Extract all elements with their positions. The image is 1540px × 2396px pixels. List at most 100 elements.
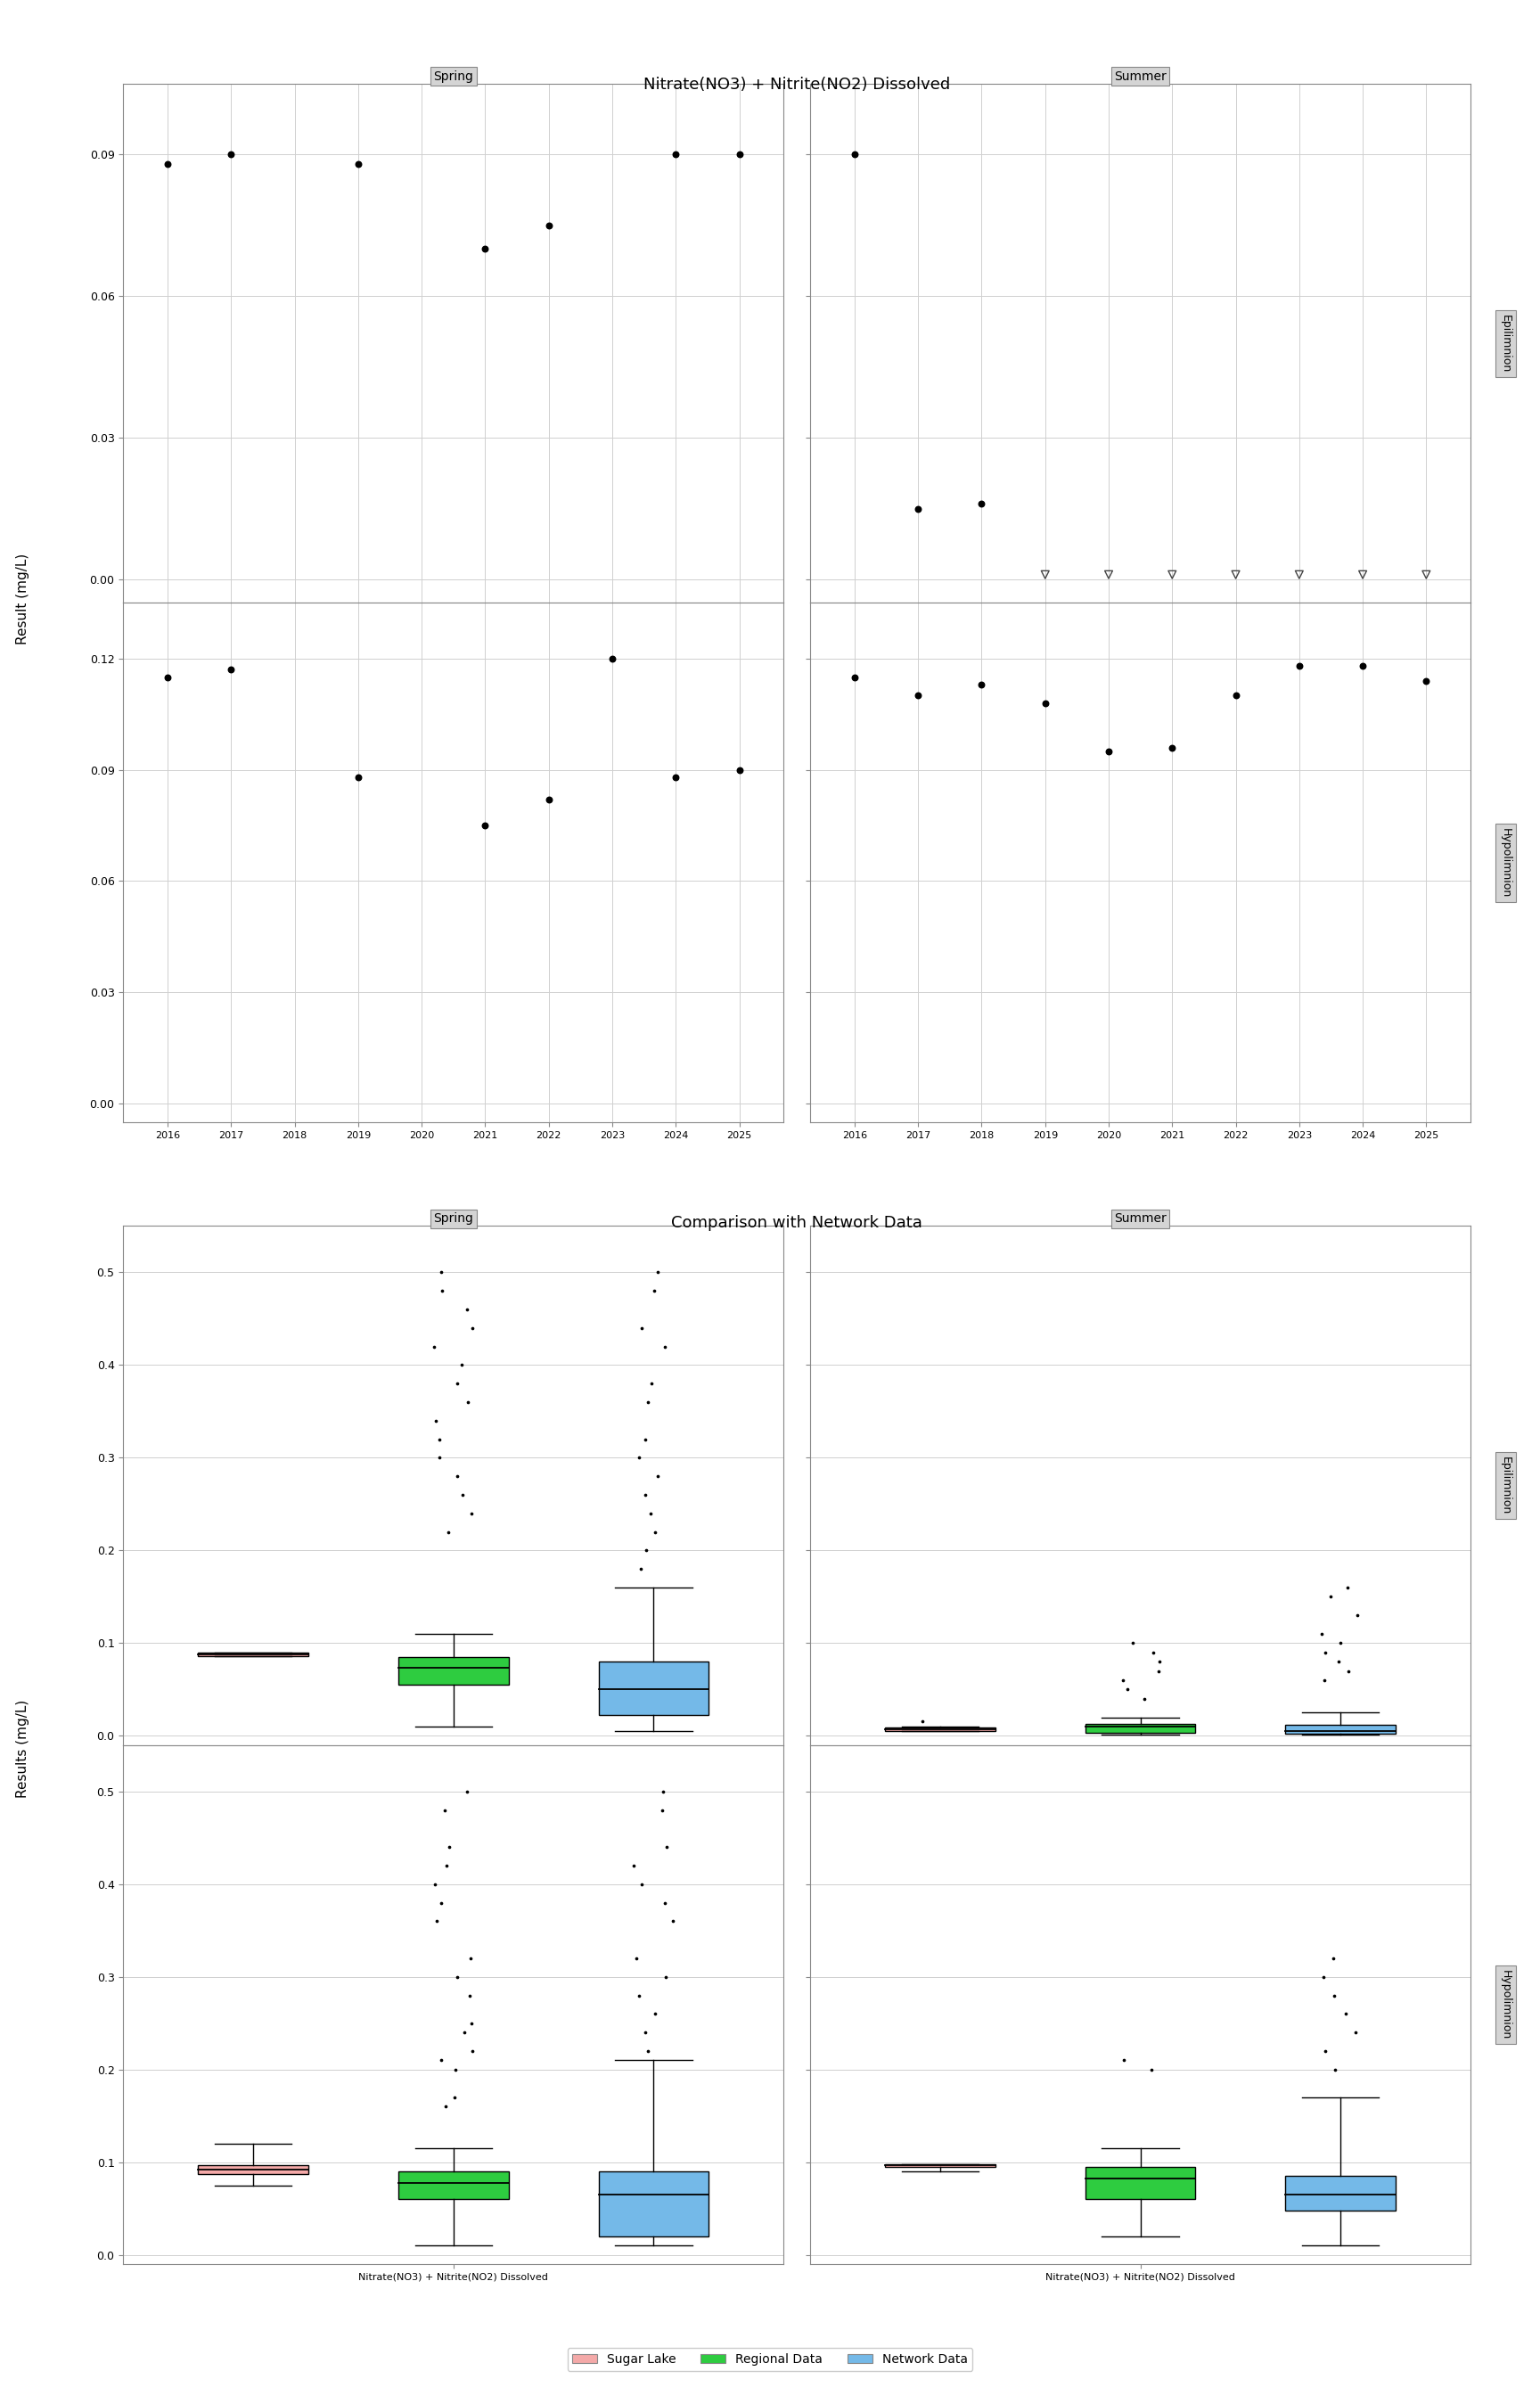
Point: [424, 1864, 448, 1902]
Point: [1334, 1996, 1358, 2034]
Point: [454, 1773, 479, 1811]
Bar: [885, 1728, 995, 1732]
Title: Spring: Spring: [433, 69, 473, 84]
Point: [1351, 556, 1375, 594]
Point: [1160, 728, 1184, 767]
Text: Epilimnion: Epilimnion: [1500, 314, 1511, 371]
Bar: [885, 2164, 995, 2166]
Point: [639, 1363, 664, 1402]
Point: [1321, 1938, 1346, 1977]
Point: [473, 230, 497, 268]
Point: [906, 489, 930, 527]
Text: Results (mg/L): Results (mg/L): [17, 1699, 29, 1799]
Point: [459, 2003, 484, 2041]
Point: [910, 1701, 935, 1739]
Point: [536, 781, 561, 819]
Point: [456, 1382, 480, 1421]
Legend: Sugar Lake, Regional Data, Network Data: Sugar Lake, Regional Data, Network Data: [567, 2348, 973, 2370]
Point: [454, 1289, 479, 1327]
Bar: [599, 1663, 708, 1716]
Point: [644, 1996, 668, 2034]
Point: [428, 1421, 453, 1459]
Bar: [1086, 1723, 1195, 1732]
Text: Result (mg/L): Result (mg/L): [17, 553, 29, 645]
Point: [436, 1512, 460, 1550]
Point: [1321, 1977, 1346, 2015]
Point: [1287, 647, 1312, 685]
Point: [428, 2041, 453, 2080]
Bar: [199, 1653, 308, 1656]
Point: [661, 1902, 685, 1941]
Point: [156, 659, 180, 697]
Bar: [1286, 2176, 1395, 2212]
Point: [1160, 556, 1184, 594]
Point: [442, 2077, 467, 2116]
Text: Hypolimnion: Hypolimnion: [1500, 1970, 1511, 2039]
Point: [842, 137, 867, 175]
Point: [627, 1977, 651, 2015]
Point: [346, 144, 371, 182]
Point: [1351, 647, 1375, 685]
Point: [624, 1938, 648, 1977]
Point: [1326, 1644, 1351, 1682]
Point: [628, 1550, 653, 1589]
Point: [444, 2051, 468, 2089]
Point: [1414, 661, 1438, 700]
Point: [633, 2013, 658, 2051]
Title: Spring: Spring: [433, 1212, 473, 1224]
Point: [1327, 1624, 1352, 1663]
Point: [445, 1363, 470, 1402]
Point: [969, 484, 993, 522]
Point: [459, 1495, 484, 1533]
Point: [1223, 676, 1247, 714]
Point: [460, 2032, 485, 2070]
Point: [653, 1327, 678, 1366]
Point: [1312, 1660, 1337, 1699]
Point: [653, 1958, 678, 1996]
Text: Nitrate(NO3) + Nitrite(NO2) Dissolved: Nitrate(NO3) + Nitrite(NO2) Dissolved: [644, 77, 950, 93]
Point: [450, 1476, 474, 1514]
Point: [1223, 556, 1247, 594]
Point: [1033, 556, 1058, 594]
Point: [1033, 683, 1058, 721]
Point: [445, 1958, 470, 1996]
Point: [457, 1977, 482, 2015]
Point: [430, 1272, 454, 1311]
Point: [457, 1938, 482, 1977]
Point: [639, 1495, 664, 1533]
Point: [450, 1347, 474, 1385]
Point: [650, 1790, 675, 1828]
Point: [627, 1438, 651, 1476]
Point: [633, 1531, 658, 1569]
Bar: [399, 2171, 508, 2200]
Point: [1287, 556, 1312, 594]
Title: Summer: Summer: [1115, 69, 1167, 84]
Point: [1096, 733, 1121, 772]
Point: [433, 1790, 457, 1828]
Point: [664, 137, 688, 175]
Point: [645, 1253, 670, 1291]
Point: [1314, 1634, 1338, 1672]
Text: Comparison with Network Data: Comparison with Network Data: [671, 1215, 922, 1232]
Point: [219, 652, 243, 690]
Point: [1343, 2013, 1368, 2051]
Point: [622, 1847, 647, 1886]
Text: Epilimnion: Epilimnion: [1500, 1457, 1511, 1514]
Point: [636, 2032, 661, 2070]
Point: [1147, 1644, 1172, 1682]
Point: [727, 750, 752, 788]
Point: [434, 1847, 459, 1886]
Title: Summer: Summer: [1115, 1212, 1167, 1224]
Point: [642, 1272, 667, 1311]
Point: [422, 1327, 447, 1366]
Point: [1314, 2032, 1338, 2070]
Point: [425, 1902, 450, 1941]
Bar: [199, 2166, 308, 2173]
Point: [156, 144, 180, 182]
Point: [1132, 1680, 1157, 1718]
Point: [536, 206, 561, 244]
Point: [1120, 1624, 1144, 1663]
Point: [1335, 1569, 1360, 1608]
Point: [650, 1773, 675, 1811]
Point: [1323, 2051, 1348, 2089]
